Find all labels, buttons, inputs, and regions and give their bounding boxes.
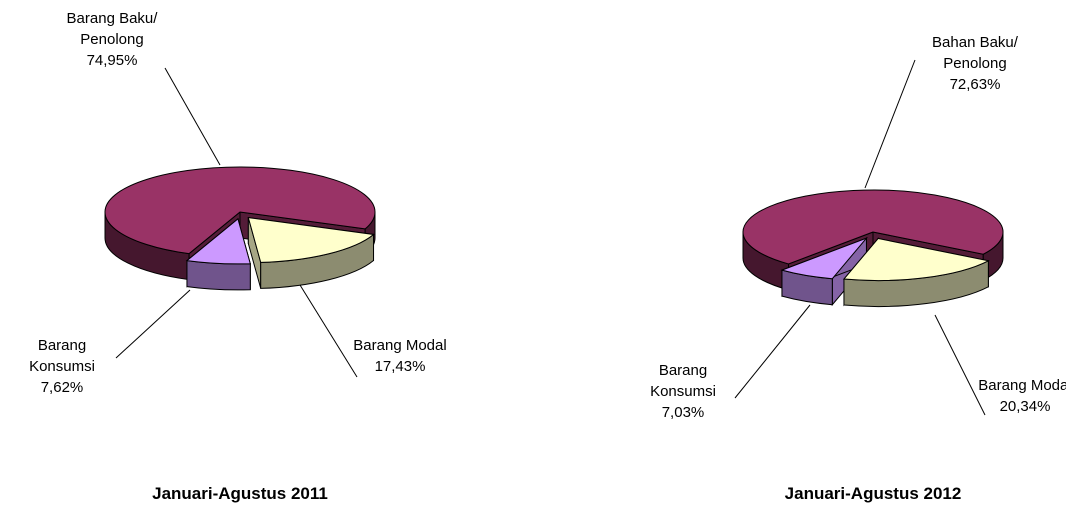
leader-line [734, 304, 811, 399]
leader-line [934, 314, 986, 416]
slice [780, 237, 869, 280]
value-label: 20,34% [999, 398, 1051, 415]
slice-label: Barang Baku/ Penolong [66, 10, 158, 48]
chart-title: Januari-Agustus 2011 [152, 484, 328, 503]
slice [104, 166, 376, 255]
leader-line [115, 289, 191, 359]
leader-line [864, 59, 916, 189]
slice-label: Barang Modal [978, 377, 1066, 394]
slice [842, 237, 990, 282]
slice-label: Barang Konsumsi [29, 337, 95, 375]
value-label: 7,62% [40, 379, 84, 396]
slice-side [186, 260, 251, 291]
value-label: 72,63% [949, 76, 1001, 93]
leader-line [164, 67, 221, 166]
value-label: 7,03% [661, 404, 705, 421]
slice-label: Bahan Baku/ Penolong [932, 34, 1018, 72]
value-label: 17,43% [374, 358, 426, 375]
slice [742, 189, 1004, 265]
leader-line [299, 284, 358, 378]
chart-title: Januari-Agustus 2012 [784, 484, 962, 503]
slice-label: Barang Konsumsi [650, 362, 716, 400]
value-label: 74,95% [86, 52, 138, 69]
slice [185, 218, 251, 265]
slice [247, 217, 375, 263]
slice-label: Barang Modal [353, 337, 447, 354]
